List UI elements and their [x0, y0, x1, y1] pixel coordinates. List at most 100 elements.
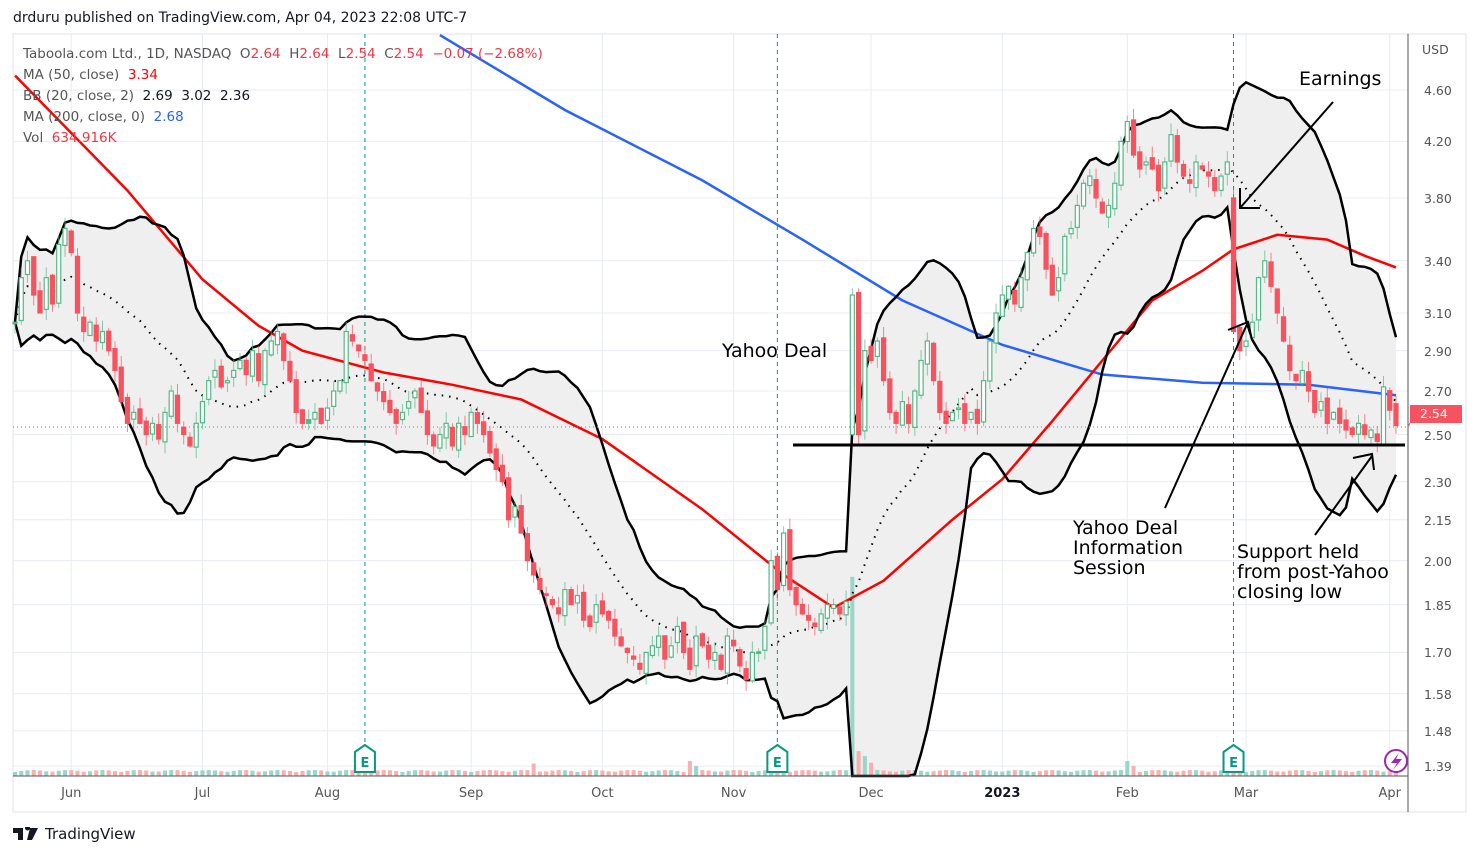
volume-bar: [962, 771, 967, 776]
volume-bar: [1169, 771, 1174, 776]
legend-ma50-row[interactable]: MA (50, close) 3.34: [23, 65, 543, 86]
candle-body: [181, 426, 187, 436]
candle-body: [937, 380, 943, 413]
candle-body: [705, 644, 712, 660]
volume-bar: [587, 770, 592, 776]
month-label: Oct: [591, 786, 614, 801]
candle-body: [606, 610, 612, 621]
volume-bar: [631, 770, 636, 776]
annotation-support[interactable]: Support held from post-Yahoo closing low: [1237, 541, 1389, 603]
lightning-icon[interactable]: [1384, 749, 1408, 773]
tradingview-logo[interactable]: TradingView: [13, 825, 136, 843]
volume-bar: [362, 771, 367, 776]
month-label: Nov: [720, 786, 747, 801]
volume-bar: [1225, 770, 1230, 776]
candle-body: [1218, 175, 1224, 191]
volume-bar: [1156, 770, 1161, 776]
candle-body: [599, 600, 606, 615]
candle-body: [1074, 204, 1080, 228]
volume-bar: [331, 771, 336, 776]
volume-bar: [900, 770, 905, 776]
volume-bar: [769, 770, 774, 776]
candle-body: [562, 588, 568, 617]
candle-body: [137, 408, 143, 424]
annotation-yahoo-deal[interactable]: Yahoo Deal: [722, 340, 828, 362]
info-session-arrow[interactable]: [1164, 320, 1253, 509]
candle-body: [412, 390, 418, 399]
candle-body: [1062, 235, 1068, 275]
legend-bb-row[interactable]: BB (20, close, 2) 2.69 3.02 2.36: [23, 86, 543, 107]
volume-bar: [81, 771, 86, 776]
volume-bar: [887, 771, 892, 776]
low-label: L: [338, 46, 346, 62]
candle-body: [1205, 171, 1212, 177]
volume-bar: [469, 771, 474, 776]
volume-bar: [62, 770, 68, 776]
volume-bar: [1300, 770, 1305, 776]
volume-bar: [800, 770, 805, 776]
volume-bar: [1318, 771, 1324, 776]
volume-bar: [337, 770, 342, 776]
candle-body: [1012, 289, 1018, 305]
volume-bar: [475, 771, 480, 776]
volume-bar: [325, 771, 330, 776]
volume-bar: [356, 770, 361, 776]
candle-body: [418, 387, 424, 413]
price-tick: 2.50: [1424, 427, 1452, 443]
candle-body: [643, 651, 649, 674]
volume-bar: [44, 771, 49, 776]
volume-bar: [600, 770, 605, 776]
volume-bar: [562, 770, 567, 776]
candle-body: [668, 645, 674, 658]
candle-body: [1343, 419, 1349, 431]
legend-vol-row[interactable]: Vol 634.916K: [23, 128, 543, 149]
volume-bar: [719, 771, 724, 776]
volume-bar: [1087, 770, 1092, 776]
candle-body: [481, 421, 487, 436]
volume-bar: [1262, 770, 1267, 776]
legend-ma200-row[interactable]: MA (200, close, 0) 2.68: [23, 107, 543, 128]
candle-body: [1130, 119, 1137, 156]
volume-bar: [56, 770, 61, 776]
volume-bar: [387, 770, 392, 776]
vol-label: Vol: [23, 130, 44, 146]
volume-bar: [144, 770, 149, 776]
volume-bar: [444, 770, 449, 776]
volume-bar: [1356, 770, 1361, 776]
volume-bar: [481, 770, 486, 776]
volume-bar: [612, 771, 617, 776]
candle-body: [37, 290, 43, 314]
candle-body: [406, 400, 412, 409]
candle-body: [393, 409, 399, 424]
volume-bar: [69, 770, 74, 776]
volume-bar: [462, 770, 467, 776]
volume-bar: [456, 770, 461, 776]
earnings-arrow[interactable]: [1239, 101, 1334, 209]
candle-body: [1312, 389, 1318, 413]
annotation-info-session[interactable]: Yahoo Deal Information Session: [1073, 517, 1183, 579]
candle-body: [62, 227, 68, 247]
annotation-earnings[interactable]: Earnings: [1299, 68, 1382, 90]
candle-body: [1149, 157, 1155, 170]
symbol-name[interactable]: Taboola.com Ltd., 1D, NASDAQ: [23, 46, 232, 62]
bb-basis-line: [14, 166, 1397, 654]
candle-body: [1380, 386, 1387, 447]
volume-bar: [819, 771, 824, 776]
volume-bar: [169, 770, 174, 776]
support-arrow[interactable]: [1314, 452, 1375, 536]
price-tick: 3.80: [1424, 190, 1452, 206]
volume-bar: [350, 770, 355, 776]
bb-basis-value: 2.69: [142, 88, 173, 104]
candle-body: [43, 277, 49, 310]
candle-body: [81, 316, 87, 333]
volume-bar: [237, 770, 242, 776]
volume-bar: [400, 771, 405, 776]
volume-bar: [919, 770, 924, 776]
candle-body: [93, 324, 99, 342]
candle-body: [1318, 400, 1324, 411]
candle-body: [281, 333, 287, 362]
volume-bar: [1056, 770, 1061, 776]
candle-body: [855, 292, 862, 436]
